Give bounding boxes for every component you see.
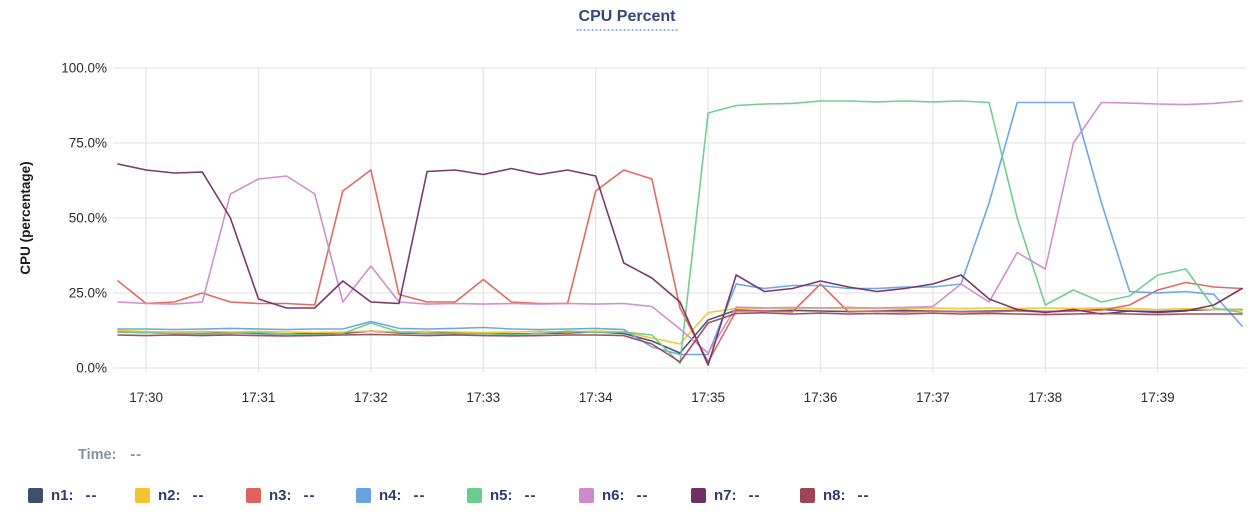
series-line-n4 [117,101,1243,356]
legend-item-n3[interactable]: n3: -- [246,487,316,504]
legend-swatch-n5 [467,488,482,503]
y-axis-title: CPU (percentage) [18,161,33,274]
series-line-n7 [117,163,1243,366]
legend-swatch-n2 [135,488,150,503]
legend-item-n4[interactable]: n4: -- [356,487,426,504]
x-tick-label: 17:34 [579,390,613,405]
cpu-chart[interactable]: 100.0% 75.0% 50.0% 25.0% 0.0% 17:30 17:31 17:32… [0,0,1254,425]
x-tick-label: 17:32 [354,390,388,405]
x-tick-label: 17:39 [1141,390,1175,405]
legend-value: -- [413,487,426,504]
legend-swatch-n3 [246,488,261,503]
legend-swatch-n7 [691,488,706,503]
legend-label: n3: [269,487,292,504]
chart-legend: n1: -- n2: -- n3: -- n4: -- n5: -- n6: -- n7: -- n8: -- [0,487,1254,507]
legend-value: -- [192,487,205,504]
legend-label: n4: [379,487,402,504]
y-tick-label: 0.0% [76,361,107,376]
legend-item-n8[interactable]: n8: -- [800,487,870,504]
legend-value: -- [857,487,870,504]
series-line-n5 [117,100,1243,365]
y-tick-label: 100.0% [61,61,107,76]
time-readout: Time: -- [78,447,142,463]
legend-label: n7: [714,487,737,504]
x-tick-label: 17:30 [129,390,163,405]
legend-label: n5: [490,487,513,504]
legend-swatch-n8 [800,488,815,503]
x-tick-label: 17:38 [1028,390,1062,405]
legend-swatch-n1 [28,488,43,503]
y-tick-label: 25.0% [69,286,107,301]
legend-item-n6[interactable]: n6: -- [579,487,649,504]
panel-title[interactable]: CPU Percent [576,8,678,31]
x-tick-label: 17:33 [466,390,500,405]
time-value: -- [130,447,143,463]
legend-label: n1: [51,487,74,504]
legend-item-n7[interactable]: n7: -- [691,487,761,504]
legend-label: n6: [602,487,625,504]
grid [113,67,1246,372]
legend-swatch-n4 [356,488,371,503]
legend-value: -- [636,487,649,504]
legend-swatch-n6 [579,488,594,503]
x-tick-label: 17:31 [242,390,276,405]
legend-label: n8: [823,487,846,504]
x-tick-label: 17:37 [916,390,950,405]
series-line-n6 [117,100,1243,354]
y-axis-ticks: 100.0% 75.0% 50.0% 25.0% 0.0% [61,61,107,376]
y-tick-label: 75.0% [69,136,107,151]
x-tick-label: 17:35 [691,390,725,405]
legend-item-n2[interactable]: n2: -- [135,487,205,504]
legend-item-n1[interactable]: n1: -- [28,487,98,504]
legend-value: -- [303,487,316,504]
legend-value: -- [748,487,761,504]
series-line-n2 [117,307,1243,345]
time-label: Time: [78,447,117,463]
x-axis-ticks: 17:30 17:31 17:32 17:33 17:34 17:35 17:36 17:37… [129,390,1174,405]
legend-value: -- [85,487,98,504]
series-line-n8 [117,311,1243,363]
legend-item-n5[interactable]: n5: -- [467,487,537,504]
series-line-n3 [117,169,1243,363]
y-tick-label: 50.0% [69,211,107,226]
legend-value: -- [524,487,537,504]
legend-label: n2: [158,487,181,504]
x-tick-label: 17:36 [804,390,838,405]
